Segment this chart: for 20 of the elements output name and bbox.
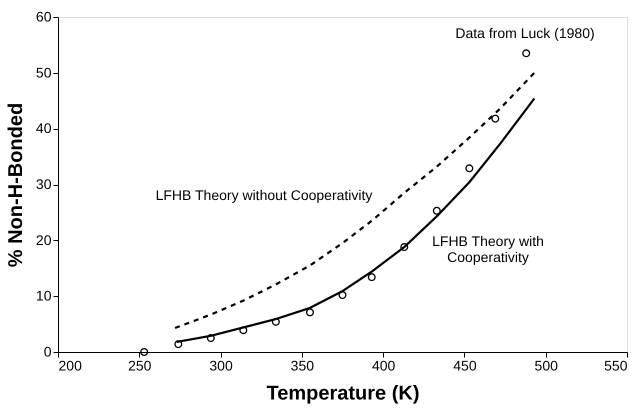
annotation: Data from Luck (1980) bbox=[455, 25, 595, 41]
x-axis-title: Temperature (K) bbox=[266, 382, 420, 404]
x-tick-label: 500 bbox=[534, 358, 558, 374]
y-tick-label: 0 bbox=[44, 344, 52, 360]
x-tick-label: 550 bbox=[604, 358, 628, 374]
y-tick-label: 50 bbox=[36, 64, 52, 80]
x-tick-label: 450 bbox=[453, 358, 477, 374]
y-tick-label: 20 bbox=[36, 232, 52, 248]
y-tick-label: 30 bbox=[36, 176, 52, 192]
annotation: LFHB Theory without Cooperativity bbox=[156, 187, 372, 203]
x-tick-label: 250 bbox=[128, 358, 152, 374]
x-tick-label: 300 bbox=[209, 358, 233, 374]
x-tick-label: 350 bbox=[290, 358, 314, 374]
x-tick-label: 400 bbox=[372, 358, 396, 374]
annotation: LFHB Theory with Cooperativity bbox=[432, 233, 544, 265]
y-axis-title: % Non-H-Bonded bbox=[4, 102, 27, 268]
y-tick-label: 10 bbox=[36, 288, 52, 304]
x-tick-label: 200 bbox=[58, 358, 82, 374]
y-tick-label: 40 bbox=[36, 120, 52, 136]
y-tick-label: 60 bbox=[36, 8, 52, 24]
